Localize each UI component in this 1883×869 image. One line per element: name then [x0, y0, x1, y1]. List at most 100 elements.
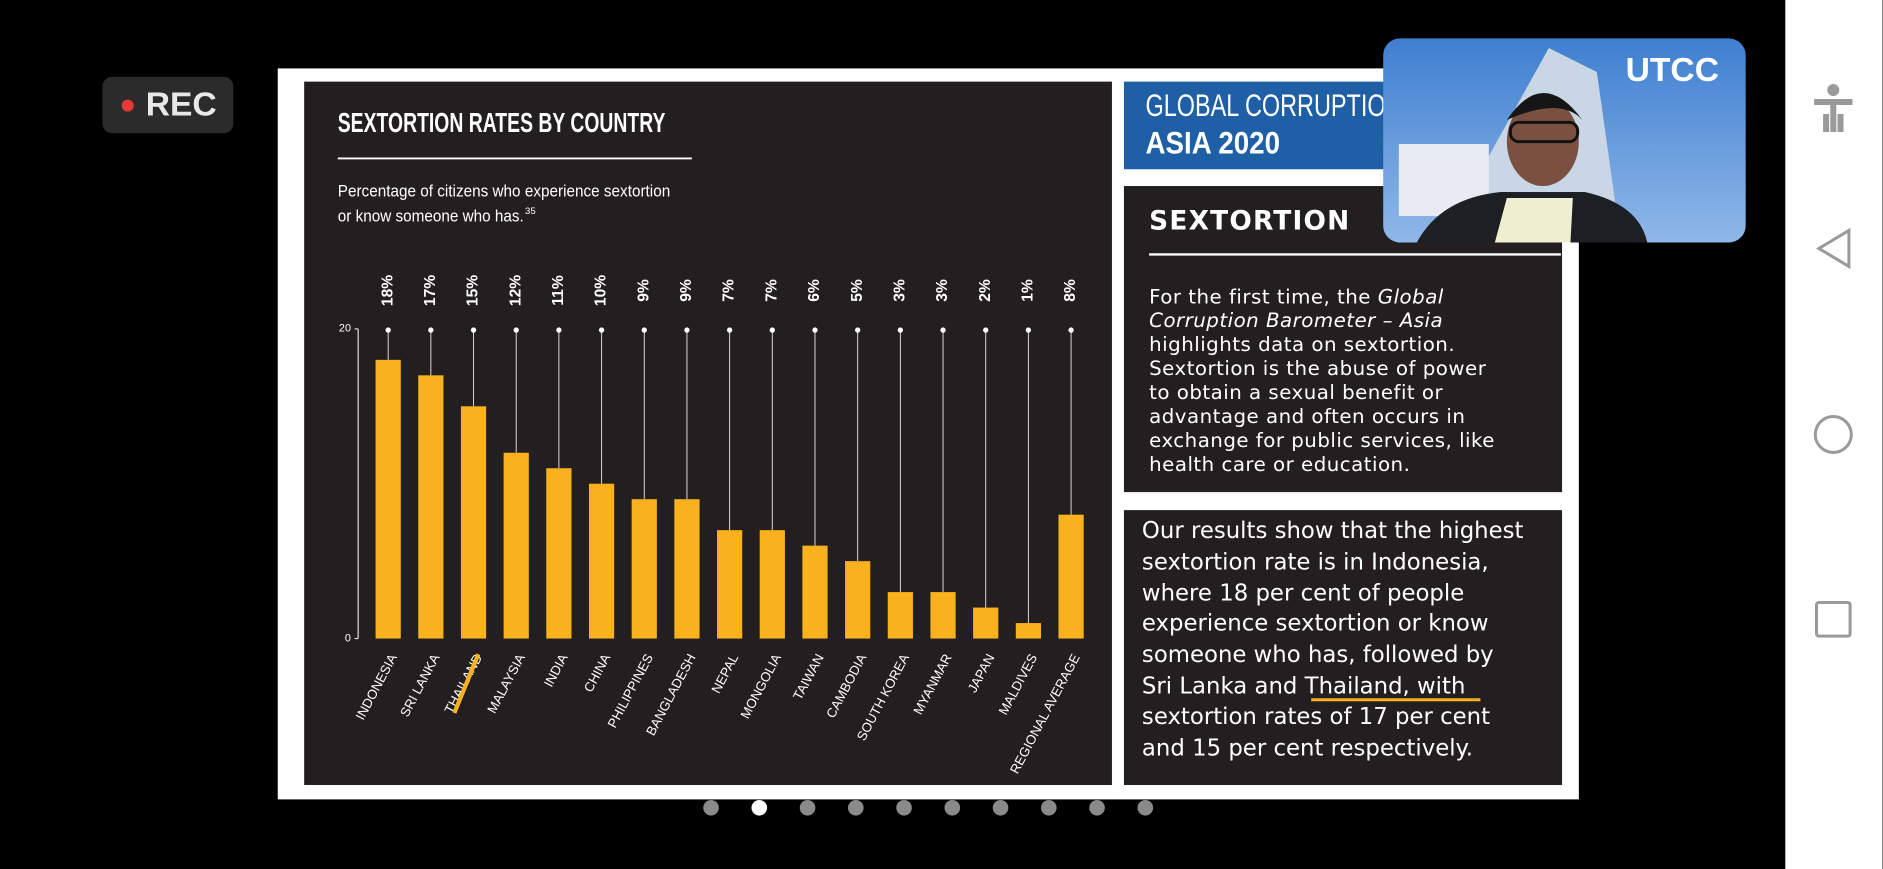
results-line: where 18 per cent of people: [1142, 581, 1464, 607]
leader-dot: [1068, 327, 1074, 333]
y-tick-label: 20: [339, 323, 351, 335]
rec-badge: [102, 76, 234, 134]
value-label: 1%: [1020, 279, 1037, 302]
rec-dot: [121, 99, 134, 112]
intro-line: to obtain a sexual benefit or: [1149, 381, 1443, 404]
bar: [503, 452, 529, 639]
chart-subtitle: or know someone who has.: [338, 207, 524, 226]
page-dot[interactable]: [799, 799, 816, 816]
page-dot[interactable]: [944, 799, 961, 816]
results-line: Our results show that the highest: [1142, 518, 1524, 544]
back-button[interactable]: [1815, 227, 1851, 270]
page-dot[interactable]: [896, 799, 912, 816]
bar: [375, 359, 401, 639]
leader-dot: [428, 327, 434, 333]
leader-dot: [769, 327, 775, 333]
value-label: 10%: [593, 275, 610, 306]
leader-dot: [513, 327, 519, 333]
results-line: sextortion rate is in Indonesia,: [1142, 549, 1489, 575]
bar: [1058, 514, 1084, 639]
bar: [1015, 623, 1042, 639]
intro-line: exchange for public services, like: [1149, 429, 1495, 452]
results-line: experience sextortion or know: [1142, 611, 1489, 637]
bar: [717, 530, 743, 639]
bar: [546, 468, 572, 639]
leader-dot: [470, 327, 477, 333]
pagination: [703, 799, 1154, 816]
text: For the first time, the: [1149, 285, 1378, 308]
section-title: SEXTORTION: [1149, 206, 1350, 237]
footnote-marker: 35: [525, 206, 536, 217]
value-label: 7%: [721, 279, 738, 302]
rec-label: REC: [146, 87, 217, 124]
accessibility-button[interactable]: [1814, 84, 1853, 133]
bar: [460, 406, 487, 639]
value-label: 9%: [678, 279, 695, 302]
value-label: 3%: [934, 279, 951, 302]
value-label: 7%: [763, 279, 780, 302]
bar: [418, 375, 444, 639]
leader-dot: [598, 327, 605, 333]
bar: [631, 499, 657, 639]
page-dot[interactable]: [992, 799, 1009, 816]
value-label: 18%: [379, 275, 396, 306]
text: Sri Lanka and: [1142, 673, 1305, 699]
header-line: ASIA 2020: [1146, 125, 1280, 160]
page-dot[interactable]: [703, 799, 719, 816]
results-panel: [1123, 510, 1563, 785]
results-line: sextortion rates of 17 per cent: [1142, 704, 1490, 730]
results-line: Sri Lanka and Thailand, with: [1142, 673, 1465, 699]
intro-line: Sextortion is the abuse of power: [1149, 357, 1487, 380]
value-label: 5%: [849, 279, 866, 302]
intro-line: health care or education.: [1149, 453, 1410, 476]
page-dot[interactable]: [1089, 799, 1105, 816]
leader-dot: [897, 327, 903, 333]
intro-line: Corruption Barometer – Asia: [1149, 309, 1443, 332]
value-label: 12%: [507, 275, 524, 306]
leader-dot: [726, 327, 733, 333]
leader-dot: [556, 327, 562, 333]
results-line: and 15 per cent respectively.: [1142, 735, 1473, 761]
bar: [674, 499, 700, 639]
bar: [802, 545, 828, 639]
chart-subtitle: Percentage of citizens who experience se…: [338, 181, 670, 200]
leader-dot: [812, 327, 818, 333]
y-tick-label: 0: [345, 632, 351, 644]
bar: [887, 592, 913, 639]
leader-dot: [855, 327, 861, 333]
value-label: 9%: [635, 279, 652, 302]
leader-dot: [684, 327, 690, 333]
intro-line: highlights data on sextortion.: [1149, 333, 1455, 356]
bar: [759, 530, 785, 639]
leader-dot: [983, 327, 989, 333]
value-label: 15%: [465, 275, 482, 306]
recents-button[interactable]: [1815, 601, 1852, 638]
value-label: 2%: [977, 279, 994, 302]
header-line: GLOBAL CORRUPTIO: [1146, 88, 1386, 123]
bar: [930, 592, 956, 639]
home-button[interactable]: [1813, 414, 1853, 455]
value-label: 8%: [1062, 279, 1079, 302]
leader-dot: [940, 327, 946, 333]
value-label: 11%: [550, 275, 567, 305]
video-overlay: UTCC: [1383, 38, 1746, 243]
page-dot[interactable]: [1137, 799, 1154, 816]
page-dot[interactable]: [1041, 799, 1057, 816]
text: Global: [1378, 285, 1444, 308]
bar: [973, 607, 999, 639]
highlight-stroke: [452, 653, 481, 714]
page-dot[interactable]: [847, 799, 864, 816]
value-label: 6%: [806, 279, 823, 302]
results-line: someone who has, followed by: [1142, 642, 1494, 668]
leader-dot: [385, 327, 391, 333]
page-dot-active[interactable]: [751, 799, 768, 816]
video-logo: UTCC: [1626, 52, 1719, 89]
bar: [588, 483, 615, 639]
intro-line: advantage and often occurs in: [1149, 405, 1465, 428]
value-label: 17%: [422, 275, 439, 306]
nav-bar: [1785, 0, 1883, 869]
leader-dot: [641, 327, 647, 333]
chart-title: SEXTORTION RATES BY COUNTRY: [338, 107, 666, 138]
